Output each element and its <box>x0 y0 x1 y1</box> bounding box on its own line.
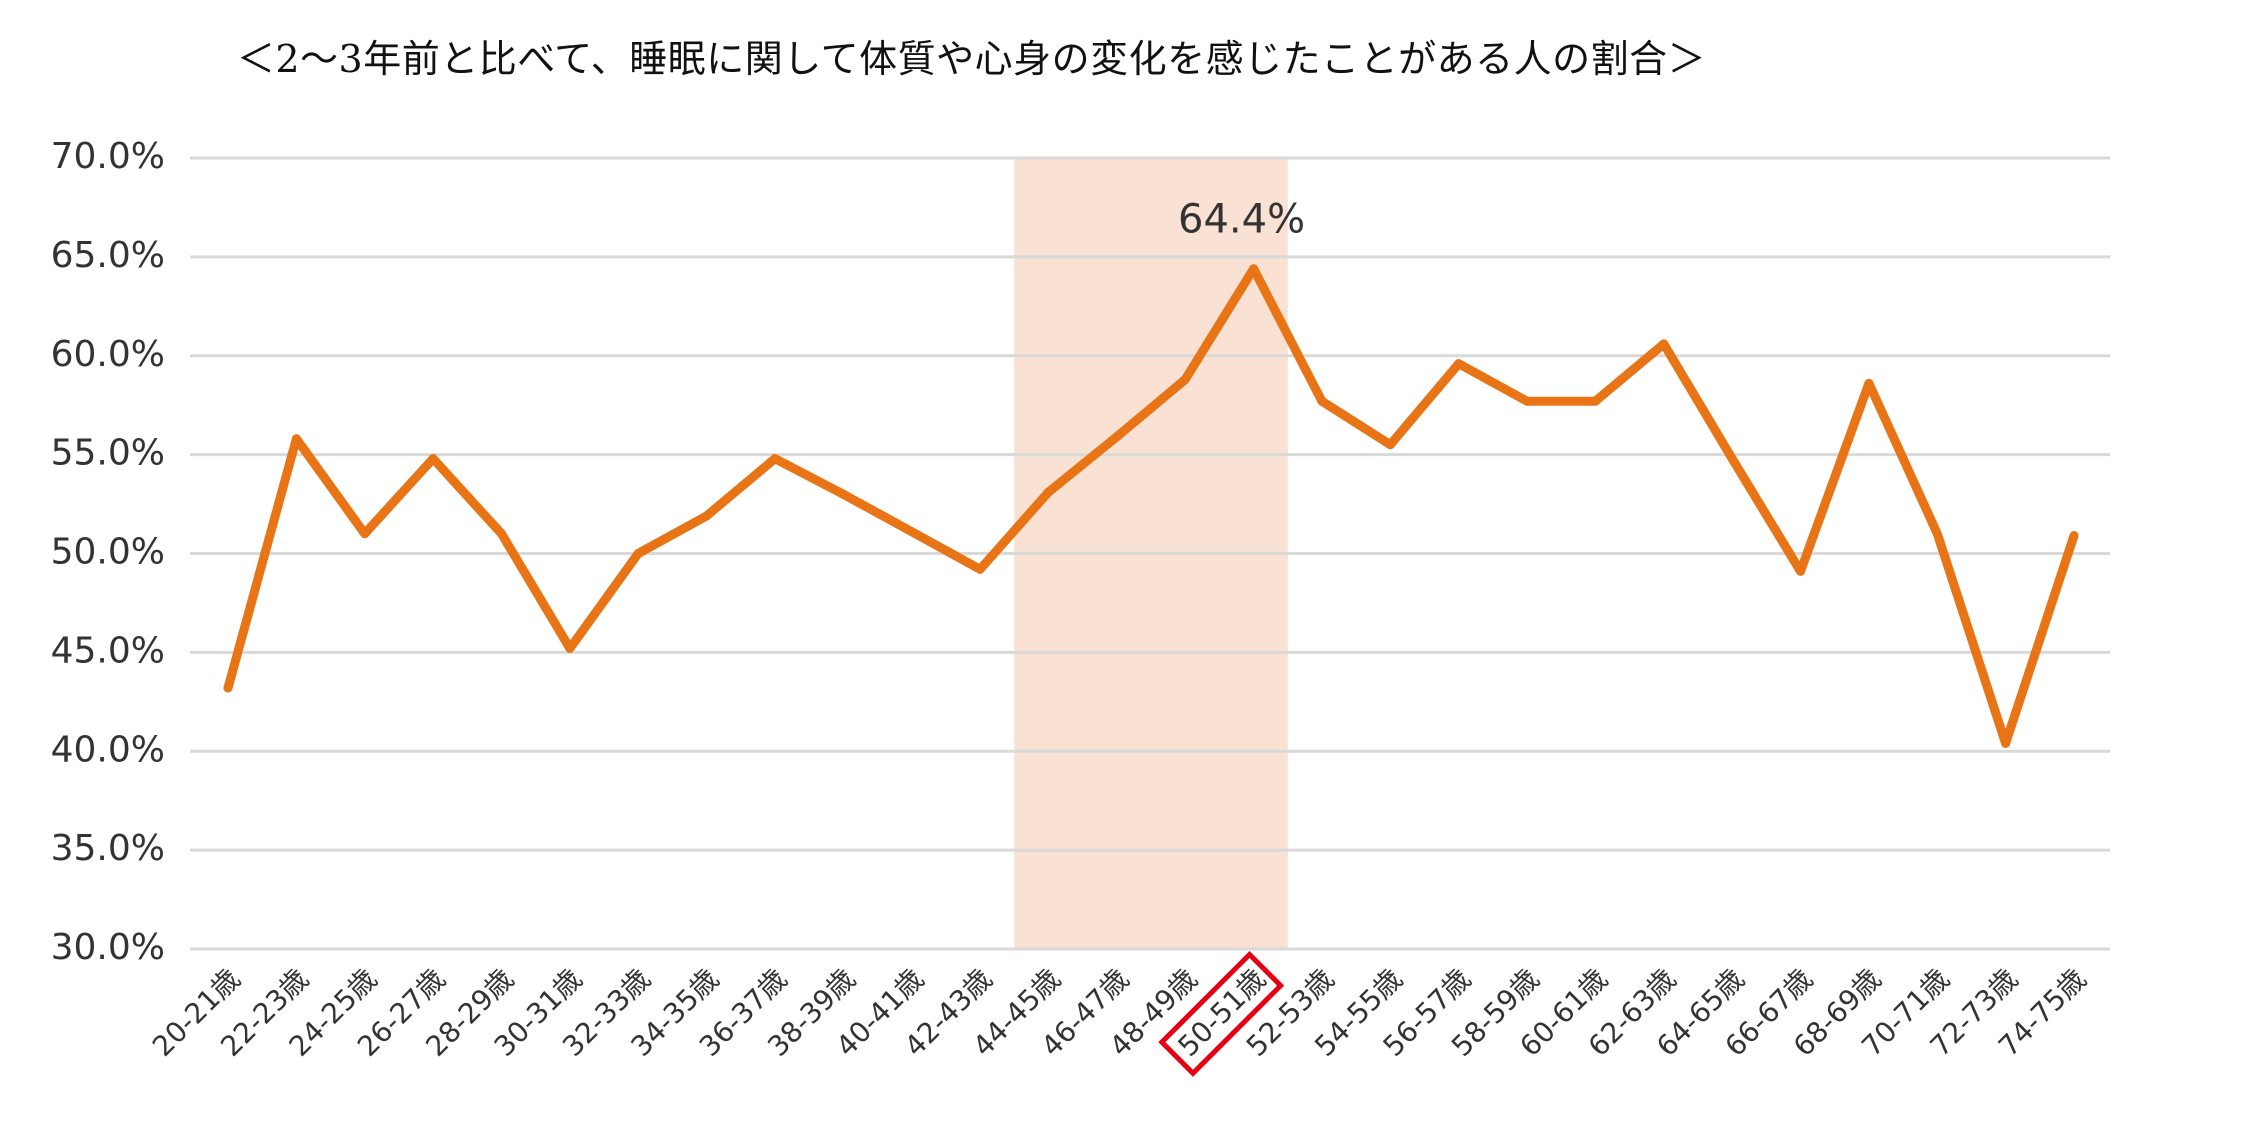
data-point <box>1727 454 1737 464</box>
y-tick-label: 65.0% <box>51 235 165 276</box>
data-label: 64.4% <box>1178 197 1305 243</box>
data-point <box>428 454 438 464</box>
data-point <box>223 683 233 693</box>
data-point <box>1043 487 1053 497</box>
data-point <box>1385 440 1395 450</box>
y-tick-label: 55.0% <box>51 433 165 474</box>
data-point <box>1796 566 1806 576</box>
data-point <box>1112 432 1122 442</box>
series-line <box>223 264 2079 748</box>
data-point <box>360 529 370 539</box>
data-point <box>1317 396 1327 406</box>
data-point <box>1454 359 1464 369</box>
data-point <box>702 511 712 521</box>
data-point <box>1522 396 1532 406</box>
y-tick-label: 45.0% <box>51 630 165 671</box>
data-point <box>1932 529 1942 539</box>
data-point <box>2001 738 2011 748</box>
data-point <box>838 489 848 499</box>
data-point <box>633 549 643 558</box>
data-point <box>565 643 575 653</box>
data-point <box>1590 396 1600 406</box>
data-point <box>770 454 780 464</box>
y-tick-label: 30.0% <box>51 927 165 968</box>
data-point <box>291 434 301 444</box>
y-tick-label: 50.0% <box>51 532 165 573</box>
y-tick-label: 40.0% <box>51 729 165 770</box>
data-point <box>1864 378 1874 388</box>
chart-title: ＜2～3年前と比べて、睡眠に関して体質や心身の変化を感じたことがある人の割合＞ <box>236 37 1707 81</box>
data-point <box>975 564 985 574</box>
y-tick-label: 60.0% <box>51 334 165 375</box>
data-point <box>1180 374 1190 384</box>
data-point <box>496 529 506 539</box>
data-point <box>1659 339 1669 349</box>
y-tick-label: 70.0% <box>51 136 165 177</box>
data-point <box>907 527 917 537</box>
y-tick-label: 35.0% <box>51 828 165 869</box>
data-point <box>2069 531 2079 541</box>
data-point <box>1249 264 1259 274</box>
highlight-label-box <box>1158 950 1285 1077</box>
